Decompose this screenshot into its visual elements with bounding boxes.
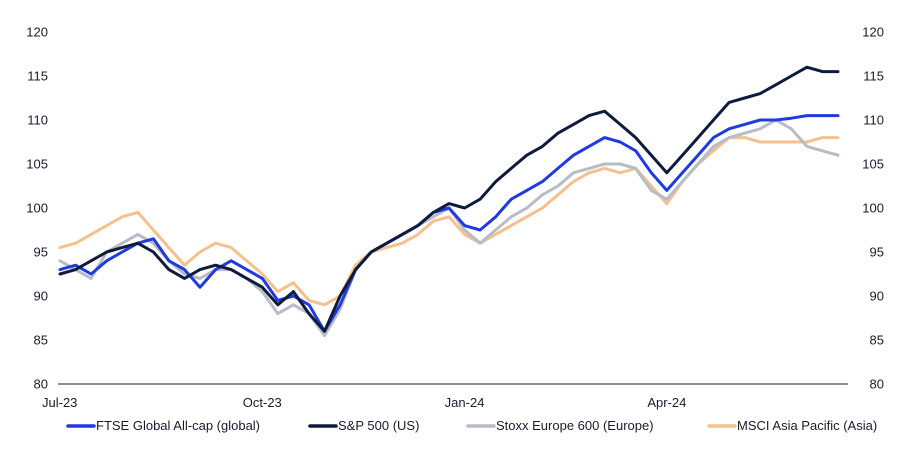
x-axis: Jul-23 Oct-23 Jan-24 Apr-24 xyxy=(42,395,686,410)
y-tick-left-90: 90 xyxy=(34,289,48,304)
y-tick-right-115: 115 xyxy=(863,69,884,84)
series-lines xyxy=(58,65,840,338)
y-tick-left-80: 80 xyxy=(34,377,48,392)
y-tick-right-80: 80 xyxy=(870,377,884,392)
legend-label-2: Stoxx Europe 600 (Europe) xyxy=(496,418,654,433)
y-tick-left-120: 120 xyxy=(26,25,48,40)
series-line-0 xyxy=(58,114,840,333)
y-tick-right-85: 85 xyxy=(870,333,884,348)
series-line-1 xyxy=(58,65,840,333)
series-line-3 xyxy=(58,136,840,307)
x-tick-jul-23: Jul-23 xyxy=(42,395,77,410)
y-tick-right-110: 110 xyxy=(863,113,884,128)
legend-label-1: S&P 500 (US) xyxy=(338,418,419,433)
y-tick-right-100: 100 xyxy=(862,201,884,216)
y-tick-left-85: 85 xyxy=(34,333,48,348)
y-axis-right: 80 85 90 95 100 105 110 115 120 xyxy=(862,25,884,392)
y-tick-left-115: 115 xyxy=(27,69,48,84)
y-axis-left: 80 85 90 95 100 105 110 115 120 xyxy=(26,25,48,392)
legend-label-3: MSCI Asia Pacific (Asia) xyxy=(737,418,877,433)
y-tick-left-105: 105 xyxy=(26,157,48,172)
x-tick-oct-23: Oct-23 xyxy=(243,395,282,410)
legend-label-0: FTSE Global All-cap (global) xyxy=(96,418,260,433)
legend: FTSE Global All-cap (global) S&P 500 (US)… xyxy=(66,418,877,433)
y-tick-right-90: 90 xyxy=(870,289,884,304)
series-line-2 xyxy=(58,118,840,338)
x-tick-apr-24: Apr-24 xyxy=(647,395,686,410)
y-tick-right-105: 105 xyxy=(862,157,884,172)
y-tick-left-100: 100 xyxy=(26,201,48,216)
y-tick-right-95: 95 xyxy=(870,245,884,260)
y-tick-left-110: 110 xyxy=(27,113,48,128)
y-tick-left-95: 95 xyxy=(34,245,48,260)
x-tick-jan-24: Jan-24 xyxy=(445,395,485,410)
y-tick-right-120: 120 xyxy=(862,25,884,40)
